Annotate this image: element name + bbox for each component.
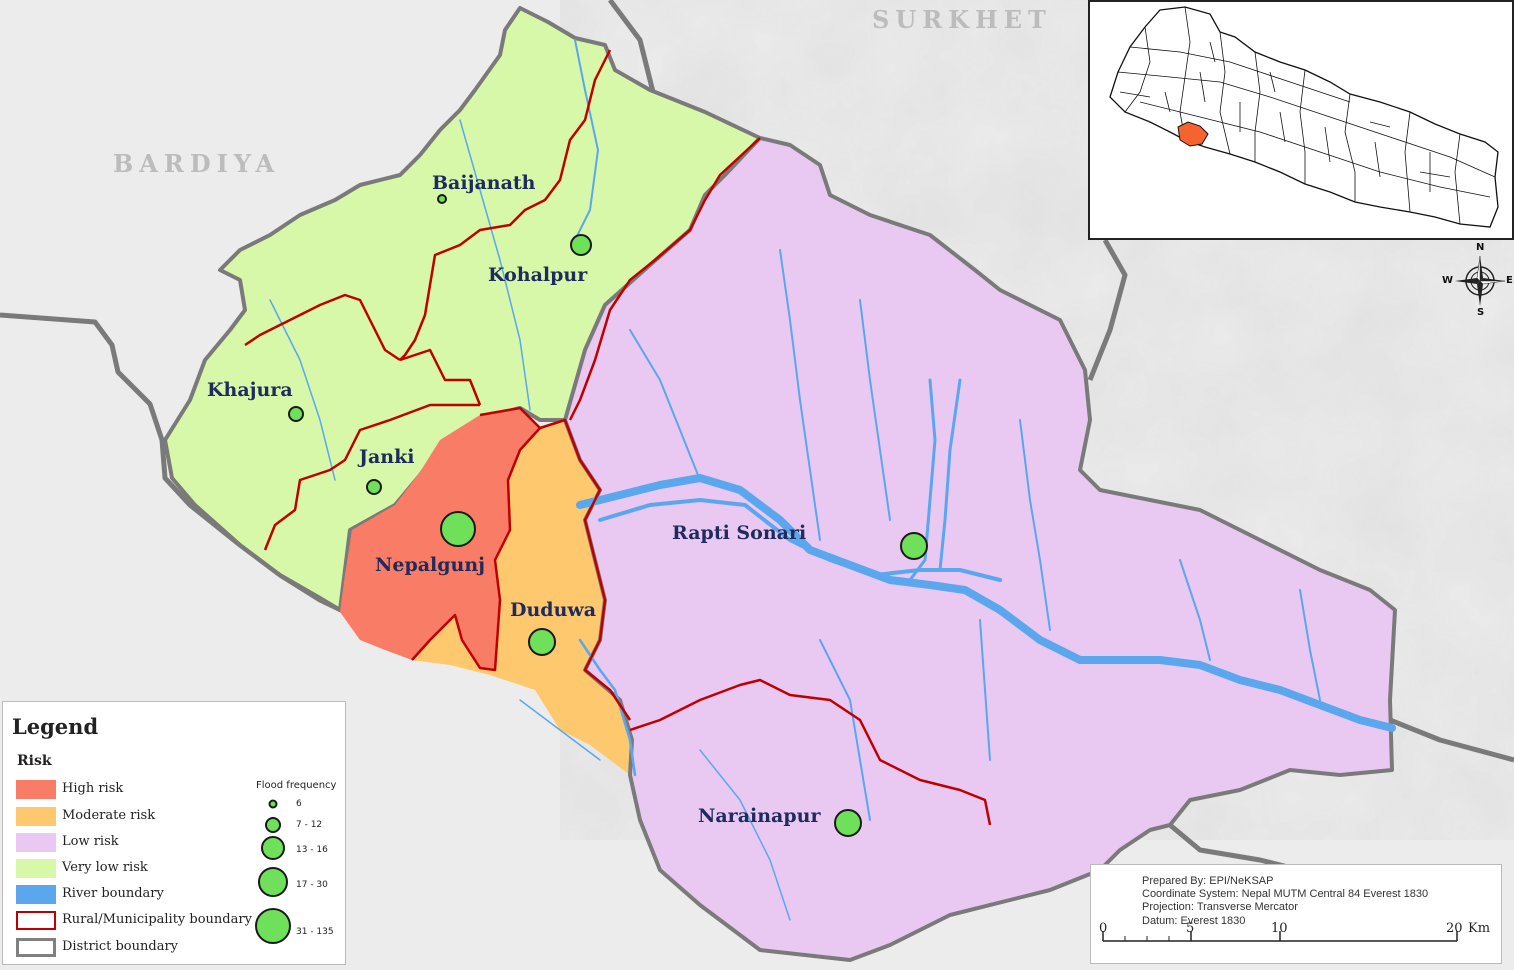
flood-class-label: 6 xyxy=(296,799,302,809)
label-rapti-sonari: Rapti Sonari xyxy=(672,522,806,544)
legend-risk-heading: Risk xyxy=(17,753,52,769)
legend-panel: Legend Risk High risk Moderate risk Low … xyxy=(2,701,346,965)
flood-class-3-symbol xyxy=(261,836,285,860)
highlighted-district xyxy=(1177,121,1209,147)
flood-frequency-symbols xyxy=(255,799,291,944)
river-swatch xyxy=(16,885,56,904)
projection-text: Projection: Transverse Mercator xyxy=(1142,901,1298,913)
label-baijanath: Baijanath xyxy=(432,172,536,194)
low-risk-swatch xyxy=(16,833,56,852)
municipality-boundaries xyxy=(244,49,992,826)
region-label-surkhet: SURKHET xyxy=(872,5,1052,34)
map-credits-panel: Prepared By: EPI/NeKSAP Coordinate Syste… xyxy=(1090,864,1502,964)
flood-frequency-title: Flood frequency xyxy=(256,780,337,791)
compass-south-label: S xyxy=(1477,307,1485,318)
legend-label: River boundary xyxy=(62,886,164,901)
flood-class-2-symbol xyxy=(265,817,281,833)
label-kohalpur: Kohalpur xyxy=(488,264,588,286)
flood-class-1-symbol xyxy=(268,799,278,809)
label-duduwa: Duduwa xyxy=(510,599,596,621)
flood-marker-nepalgunj[interactable] xyxy=(440,511,476,547)
moderate-risk-swatch xyxy=(16,807,56,826)
flood-marker-kohalpur[interactable] xyxy=(570,234,592,256)
flood-marker-narainapur[interactable] xyxy=(834,809,862,837)
scale-tick-label: 10 xyxy=(1271,921,1288,936)
region-label-bardiya: BARDIYA xyxy=(113,149,280,178)
flood-class-label: 7 - 12 xyxy=(296,820,323,830)
zone-moderate-risk[interactable] xyxy=(412,420,632,775)
compass-north-label: N xyxy=(1476,242,1485,253)
high-risk-swatch xyxy=(16,780,56,799)
flood-class-label: 31 - 135 xyxy=(296,927,334,937)
flood-marker-janki[interactable] xyxy=(366,479,382,495)
label-nepalgunj: Nepalgunj xyxy=(375,554,485,576)
legend-label: Rural/Municipality boundary xyxy=(62,912,252,927)
municipality-boundary-swatch xyxy=(16,911,56,930)
very-low-risk-swatch xyxy=(16,859,56,878)
compass-west-label: W xyxy=(1442,275,1454,286)
prepared-by-text: Prepared By: EPI/NeKSAP xyxy=(1142,875,1274,887)
district-lines xyxy=(1117,6,1496,225)
nepal-outline xyxy=(1109,6,1499,228)
flood-marker-khajura[interactable] xyxy=(288,406,304,422)
flood-class-5-symbol xyxy=(255,908,291,944)
label-khajura: Khajura xyxy=(207,379,293,401)
legend-label: Low risk xyxy=(62,834,119,849)
nepal-outline-map xyxy=(1109,6,1499,228)
flood-marker-baijanath[interactable] xyxy=(437,194,447,204)
flood-class-label: 17 - 30 xyxy=(296,880,328,890)
flood-marker-rapti-sonari[interactable] xyxy=(900,532,928,560)
legend-label: High risk xyxy=(62,781,124,796)
inset-locator-map xyxy=(1088,0,1514,240)
rivers xyxy=(269,39,1396,921)
compass-star-icon xyxy=(1455,255,1506,306)
flood-marker-duduwa[interactable] xyxy=(528,628,556,656)
scale-bar xyxy=(1102,931,1458,942)
label-janki: Janki xyxy=(357,446,415,468)
district-boundary-swatch xyxy=(16,938,56,957)
scale-tick-label: 0 xyxy=(1099,921,1108,936)
flood-class-label: 13 - 16 xyxy=(296,845,328,855)
scale-unit-label: Km xyxy=(1468,921,1491,936)
datum-text: Datum: Everest 1830 xyxy=(1142,915,1246,927)
legend-label: District boundary xyxy=(62,939,179,954)
legend-label: Moderate risk xyxy=(62,808,156,823)
zone-high-risk[interactable] xyxy=(340,408,540,670)
legend-title: Legend xyxy=(12,714,99,739)
compass-east-label: E xyxy=(1506,275,1513,286)
compass-rose: N S W E xyxy=(1442,242,1513,320)
flood-class-4-symbol xyxy=(258,867,288,897)
legend-label: Very low risk xyxy=(62,860,148,875)
scale-tick-label: 20 xyxy=(1446,921,1463,936)
scale-tick-label: 5 xyxy=(1186,921,1195,936)
label-narainapur: Narainapur xyxy=(698,805,821,827)
coordinate-system-text: Coordinate System: Nepal MUTM Central 84… xyxy=(1142,888,1429,900)
